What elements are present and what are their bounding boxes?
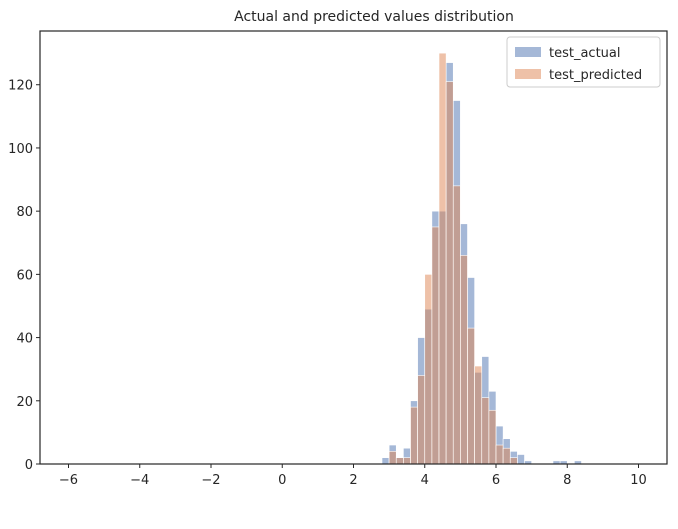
x-tick-label-5: 4 [421,473,429,488]
histogram-bars [381,52,582,465]
y-tick-label-6: 120 [8,79,33,94]
bar-test-predicted-7 [438,52,447,465]
legend-swatch-test-predicted [515,69,541,79]
bar-test-predicted-6 [431,226,440,465]
bar-test-predicted-3 [410,406,418,465]
bar-test-predicted-8 [445,81,454,465]
bar-test-predicted-16 [502,447,511,465]
bar-test-predicted-5 [424,274,433,465]
bar-test-predicted-1 [395,457,404,465]
x-tick-label-2: −2 [201,473,220,488]
y-tick-label-0: 0 [25,458,33,473]
legend-box [506,36,661,88]
legend-swatch-test-actual [515,47,541,57]
bar-test-predicted-2 [403,457,411,465]
x-tick-label-8: 10 [630,473,647,488]
bar-test-predicted-15 [495,444,504,465]
x-axis-ticks: −6 −4 −2 0 2 4 6 8 10 [59,464,647,488]
bar-test-predicted-0 [388,451,397,465]
x-tick-label-6: 6 [492,473,500,488]
x-tick-label-3: 0 [278,473,286,488]
bar-test-predicted-10 [460,255,468,465]
y-tick-label-3: 60 [16,268,33,283]
bar-test-predicted-11 [467,327,475,465]
bar-test-predicted-9 [452,185,461,465]
x-tick-label-7: 8 [563,473,571,488]
x-tick-label-0: −6 [59,473,78,488]
y-axis-ticks: 0 20 40 60 80 100 120 [8,79,40,473]
bar-test-actual-0 [381,457,390,465]
bar-test-actual-19 [517,454,525,465]
bar-test-predicted-13 [481,397,490,465]
legend: test_actual test_predicted [506,36,661,88]
y-tick-label-1: 20 [16,395,33,410]
x-tick-label-4: 2 [349,473,357,488]
legend-label-test-actual: test_actual [549,46,621,61]
bar-test-predicted-17 [509,457,518,465]
legend-label-test-predicted: test_predicted [549,68,642,83]
y-tick-label-4: 80 [16,205,33,220]
bar-test-predicted-12 [474,365,483,465]
x-tick-label-1: −4 [130,473,149,488]
y-tick-label-2: 40 [16,332,33,347]
chart-title: Actual and predicted values distribution [234,9,514,25]
plot-frame [39,30,668,465]
bar-test-predicted-14 [488,409,497,465]
y-tick-label-5: 100 [8,142,33,157]
bar-test-predicted-4 [417,375,426,465]
